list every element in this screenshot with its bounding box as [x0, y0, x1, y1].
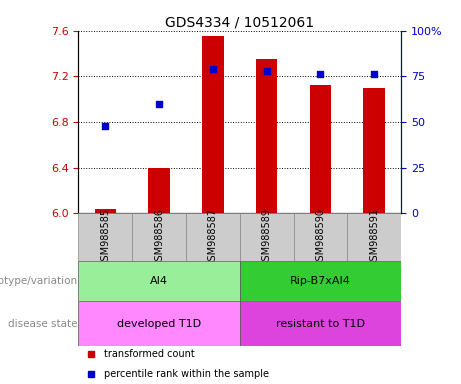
Text: GSM988585: GSM988585 — [100, 208, 110, 266]
Point — [101, 122, 109, 129]
Point — [209, 66, 217, 72]
Text: GSM988587: GSM988587 — [208, 208, 218, 266]
Text: disease state: disease state — [8, 318, 77, 329]
Bar — [148, 167, 170, 213]
Point — [371, 71, 378, 78]
Bar — [186, 213, 240, 261]
Bar — [132, 213, 186, 261]
Text: resistant to T1D: resistant to T1D — [276, 318, 365, 329]
Point — [155, 101, 163, 107]
Point — [263, 68, 270, 74]
Bar — [78, 301, 240, 346]
Text: Rip-B7xAI4: Rip-B7xAI4 — [290, 276, 351, 286]
Text: GSM988586: GSM988586 — [154, 208, 164, 266]
Bar — [256, 59, 278, 213]
Text: percentile rank within the sample: percentile rank within the sample — [104, 369, 269, 379]
Point — [317, 71, 324, 78]
Bar — [240, 261, 401, 301]
Bar — [294, 213, 347, 261]
Text: developed T1D: developed T1D — [117, 318, 201, 329]
Text: GSM988591: GSM988591 — [369, 208, 379, 266]
Bar — [78, 213, 132, 261]
Text: genotype/variation: genotype/variation — [0, 276, 77, 286]
Bar — [78, 261, 240, 301]
Bar — [363, 88, 385, 213]
Text: AI4: AI4 — [150, 276, 168, 286]
Title: GDS4334 / 10512061: GDS4334 / 10512061 — [165, 16, 314, 30]
Bar — [202, 36, 224, 213]
Text: GSM988589: GSM988589 — [261, 208, 272, 266]
Bar — [347, 213, 401, 261]
Bar — [240, 301, 401, 346]
Text: transformed count: transformed count — [104, 349, 195, 359]
Bar — [240, 213, 294, 261]
Bar — [310, 86, 331, 213]
Text: GSM988590: GSM988590 — [315, 208, 325, 266]
Bar — [95, 209, 116, 213]
